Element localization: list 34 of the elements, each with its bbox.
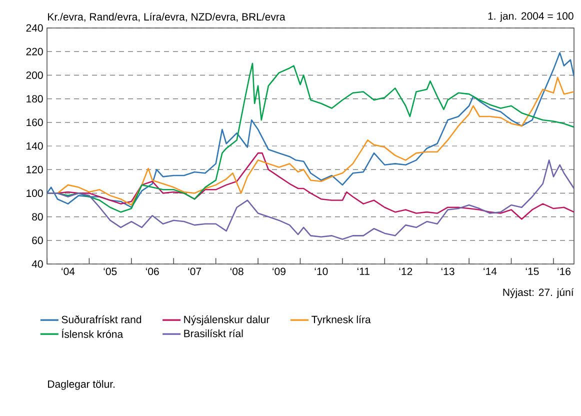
- x-tick-label: ‘08: [230, 268, 244, 276]
- x-tick-label: ‘12: [399, 268, 412, 276]
- x-tick-label: ‘14: [484, 268, 497, 275]
- y-tick-label: 240: [26, 24, 43, 32]
- y-tick-label: 40: [32, 260, 43, 268]
- x-tick-label: ‘11: [357, 268, 370, 275]
- y-tick-label: 140: [26, 142, 43, 150]
- line-series: [47, 160, 574, 240]
- legend-label: Suðurafrískt rand: [62, 315, 142, 324]
- x-tick-label: ‘16: [558, 268, 571, 276]
- text: 1. jan. 2004 = 100: [488, 12, 574, 22]
- y-tick-label: 200: [26, 71, 43, 79]
- x-tick-label: ‘04: [62, 268, 75, 276]
- y-tick-label: 160: [26, 118, 43, 126]
- x-tick-label: ‘07: [188, 268, 202, 276]
- text: Nýjast: 27. júní: [503, 288, 574, 298]
- legend-label: Tyrknesk líra: [312, 315, 371, 326]
- x-tick-label: ‘10: [314, 268, 328, 276]
- y-axis-title: Kr./evra, Rand/evra, Líra/evra, NZD/evra, BRL/evra: [48, 12, 286, 22]
- x-tick-label: ‘06: [146, 268, 159, 276]
- y-tick-label: 100: [26, 189, 43, 197]
- x-tick-label: ‘05: [104, 268, 117, 276]
- x-tick-label: ‘09: [272, 268, 286, 276]
- text: Daglegar tölur.: [48, 380, 115, 390]
- x-tick-label: ‘15: [526, 268, 539, 276]
- legend-label: Íslensk króna: [62, 328, 124, 338]
- y-tick-label: 80: [32, 213, 43, 221]
- legend-label: Nýsjálenskur dalur: [184, 315, 270, 326]
- x-tick-label: ‘13: [441, 268, 454, 276]
- y-tick-label: 60: [32, 236, 43, 244]
- y-tick-label: 120: [26, 166, 43, 174]
- legend-label: Brasilískt ríal: [184, 329, 243, 338]
- y-tick-label: 220: [26, 48, 43, 56]
- y-tick-label: 180: [26, 95, 43, 103]
